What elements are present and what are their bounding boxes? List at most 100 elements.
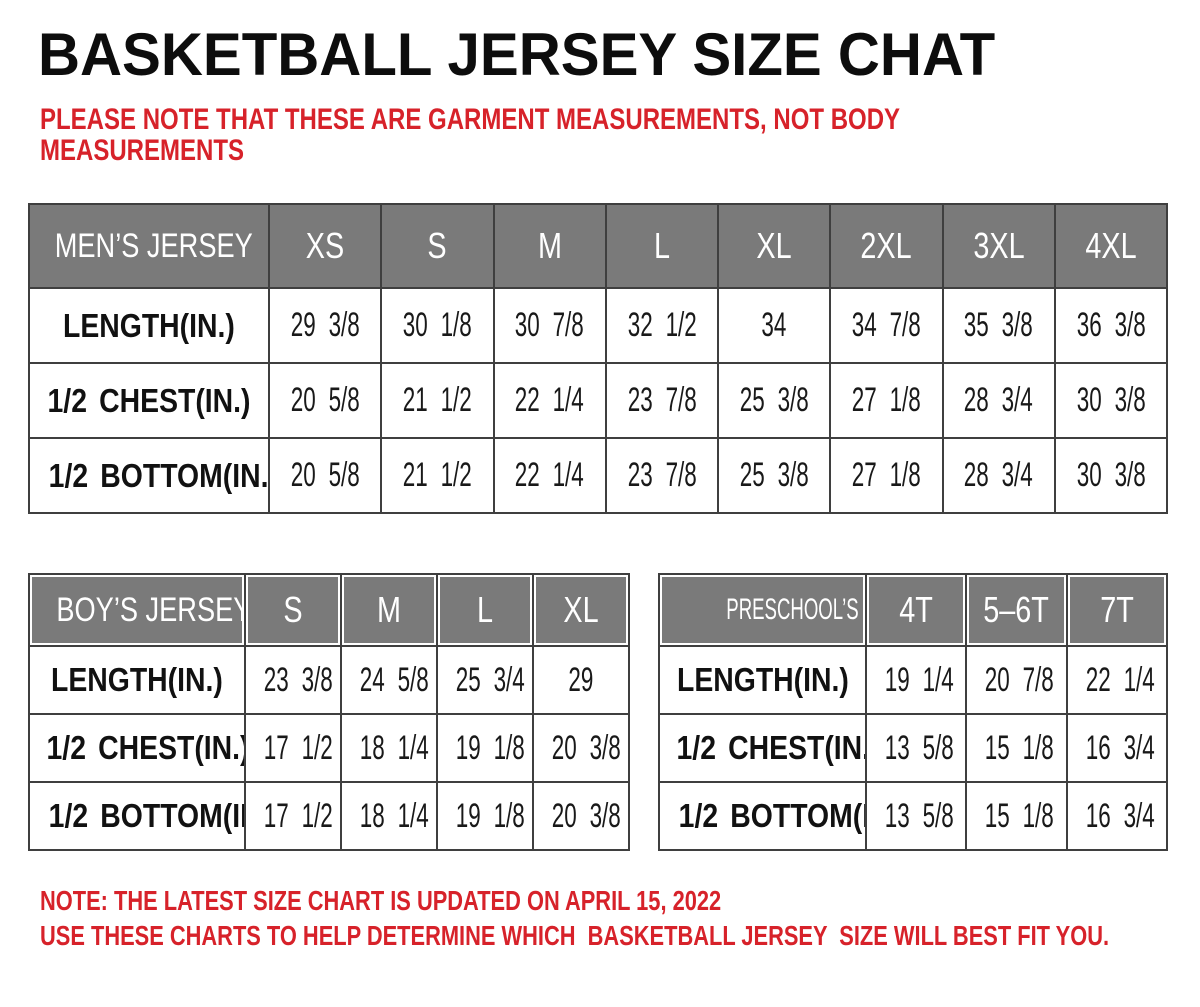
data-cell-text: 34 7/8 (851, 306, 921, 344)
size-header-cell: M (340, 573, 438, 647)
row-label-cell-text: LENGTH(IN.) (63, 306, 235, 344)
table-title-cell-text: MEN’S JERSEY (54, 226, 253, 265)
data-cell: 15 1/8 (965, 713, 1068, 783)
data-cell: 27 1/8 (829, 362, 944, 439)
row-label-cell-text: 1/2 BOTTOM(IN.) (678, 797, 866, 834)
data-cell-text: 30 3/8 (1076, 381, 1146, 419)
size-header-cell: 3XL (941, 203, 1056, 289)
data-cell-text: 30 1/8 (402, 306, 472, 344)
data-cell: 28 3/4 (941, 362, 1056, 439)
page-title: BASKETBALL JERSEY SIZE CHAT (38, 25, 1025, 85)
data-cell-text: 36 3/8 (1076, 306, 1146, 344)
data-cell: 29 (532, 645, 630, 715)
data-cell-text: 16 3/4 (1085, 728, 1155, 767)
size-header-cell: 4XL (1053, 203, 1169, 289)
data-cell-text: 29 3/8 (290, 306, 360, 344)
size-header-cell-text: 3XL (973, 225, 1025, 266)
size-header-cell-text: 4XL (1085, 225, 1137, 266)
data-cell-text: 30 7/8 (515, 306, 585, 344)
data-cell: 23 7/8 (604, 362, 720, 439)
size-header-cell-text: XL (563, 589, 599, 630)
data-cell: 34 (716, 287, 832, 364)
data-cell-text: 34 (761, 306, 787, 344)
size-header-cell-text: XS (305, 225, 345, 266)
table-title-cell-text: PRESCHOOL’S JERSEY (726, 593, 864, 626)
data-cell: 16 3/4 (1065, 781, 1169, 851)
data-cell: 30 3/8 (1053, 362, 1169, 439)
data-cell: 13 5/8 (864, 713, 968, 783)
size-header-cell: XS (267, 203, 383, 289)
size-header-cell-text: M (377, 589, 401, 630)
data-cell-text: 19 1/4 (884, 660, 954, 699)
table-row: 1/2 CHEST(IN.) 13 5/8 15 1/8 16 3/4 (658, 713, 1169, 783)
data-cell: 23 3/8 (244, 645, 342, 715)
data-cell-text: 20 3/8 (551, 728, 621, 767)
data-cell-text: 18 1/4 (359, 728, 429, 767)
data-cell-text: 23 3/8 (263, 660, 333, 699)
size-header-cell-text: L (653, 225, 670, 266)
row-label-cell: 1/2 CHEST(IN.) (28, 362, 270, 439)
table-row: LENGTH(IN.) 23 3/8 24 5/8 25 3/4 29 (28, 645, 630, 715)
preschools-jersey-size-table: PRESCHOOL’S JERSEY 4T 5–6T 7T LENGTH(IN.) 19 … (658, 573, 1169, 851)
data-cell-text: 22 1/4 (515, 456, 585, 494)
size-header-cell: S (380, 203, 495, 289)
row-label-cell-text: LENGTH(IN.) (51, 661, 223, 698)
data-cell: 27 1/8 (829, 437, 944, 514)
data-cell: 19 1/4 (864, 645, 968, 715)
header-row: BOY’S JERSEY S M L XL (28, 573, 630, 647)
data-cell: 35 3/8 (941, 287, 1056, 364)
data-cell-text: 18 1/4 (359, 796, 429, 835)
data-cell-text: 28 3/4 (964, 456, 1034, 494)
row-label-cell-text: 1/2 CHEST(IN.) (46, 729, 245, 766)
size-header-cell-text: 2XL (860, 225, 912, 266)
size-header-cell-text: 4T (899, 589, 933, 630)
data-cell: 30 7/8 (492, 287, 607, 364)
update-date-note: NOTE: THE LATEST SIZE CHART IS UPDATED O… (40, 886, 913, 916)
data-cell: 22 1/4 (492, 437, 607, 514)
data-cell: 19 1/8 (436, 781, 534, 851)
row-label-cell-text: 1/2 CHEST(IN.) (676, 729, 866, 766)
size-header-cell: L (604, 203, 720, 289)
data-cell: 23 7/8 (604, 437, 720, 514)
data-cell-text: 16 3/4 (1085, 796, 1155, 835)
table-title-cell: MEN’S JERSEY (28, 203, 270, 289)
data-cell: 20 5/8 (267, 362, 383, 439)
data-cell: 21 1/2 (380, 362, 495, 439)
size-header-cell: XL (716, 203, 832, 289)
data-cell: 13 5/8 (864, 781, 968, 851)
garment-measurements-note: PLEASE NOTE THAT THESE ARE GARMENT MEASU… (40, 104, 1200, 166)
size-header-cell-text: M (537, 225, 562, 266)
row-label-cell-text: 1/2 CHEST(IN.) (47, 381, 251, 419)
data-cell-text: 20 7/8 (985, 660, 1055, 699)
data-cell: 17 1/2 (244, 781, 342, 851)
data-cell: 25 3/8 (716, 362, 832, 439)
data-cell-text: 24 5/8 (359, 660, 429, 699)
data-cell: 30 1/8 (380, 287, 495, 364)
data-cell: 20 7/8 (965, 645, 1068, 715)
data-cell-text: 27 1/8 (851, 381, 921, 419)
mens-jersey-size-table: MEN’S JERSEY XS S M L XL 2XL 3XL 4XL LENGTH(IN.) 2… (28, 203, 1169, 514)
header-row: PRESCHOOL’S JERSEY 4T 5–6T 7T (658, 573, 1169, 647)
data-cell: 30 3/8 (1053, 437, 1169, 514)
table-row: LENGTH(IN.) 29 3/8 30 1/8 30 7/8 32 1/2 34 34 … (28, 287, 1169, 364)
row-label-cell: 1/2 BOTTOM(IN.) (28, 781, 246, 851)
size-header-cell: M (492, 203, 607, 289)
data-cell-text: 32 1/2 (627, 306, 697, 344)
size-header-cell: S (244, 573, 342, 647)
data-cell: 19 1/8 (436, 713, 534, 783)
data-cell: 24 5/8 (340, 645, 438, 715)
data-cell-text: 22 1/4 (515, 381, 585, 419)
data-cell-text: 35 3/8 (964, 306, 1034, 344)
size-header-cell-text: 5–6T (983, 589, 1050, 630)
data-cell-text: 20 5/8 (290, 456, 360, 494)
table-row: 1/2 BOTTOM(IN.) 17 1/2 18 1/4 19 1/8 20 3/8 (28, 781, 630, 851)
row-label-cell: 1/2 CHEST(IN.) (658, 713, 867, 783)
size-header-cell: L (436, 573, 534, 647)
data-cell: 20 3/8 (532, 713, 630, 783)
row-label-cell: 1/2 CHEST(IN.) (28, 713, 246, 783)
data-cell: 17 1/2 (244, 713, 342, 783)
data-cell-text: 21 1/2 (402, 381, 472, 419)
data-cell-text: 23 7/8 (627, 381, 697, 419)
data-cell: 21 1/2 (380, 437, 495, 514)
